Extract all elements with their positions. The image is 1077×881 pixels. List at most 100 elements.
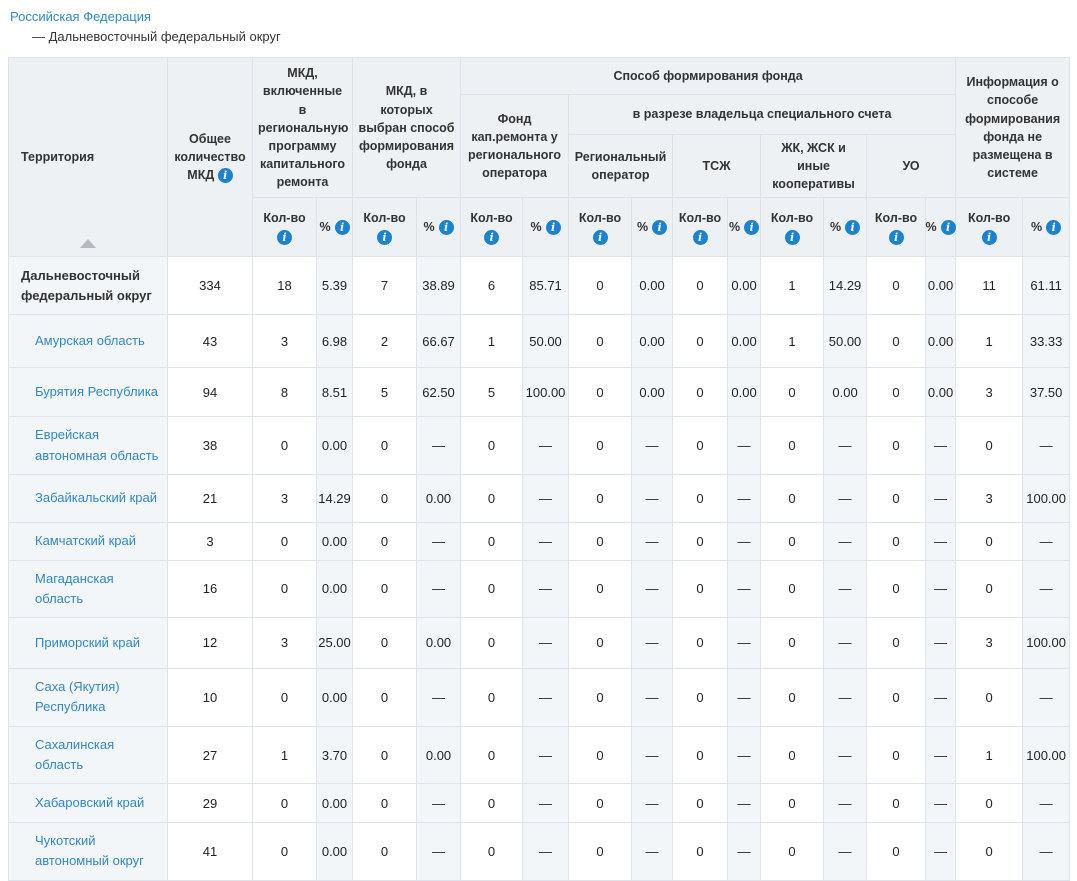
value-cell: 0.00 bbox=[315, 416, 354, 475]
value-cell: 0 bbox=[252, 822, 317, 881]
value-cell: — bbox=[925, 559, 957, 618]
value-cell: 0.00 bbox=[631, 314, 674, 369]
value-cell: 1 bbox=[252, 725, 317, 785]
value-cell: — bbox=[925, 616, 957, 669]
value-cell: 0 bbox=[672, 667, 729, 727]
value-cell: 21 bbox=[167, 473, 253, 523]
value-cell: 0 bbox=[955, 822, 1024, 881]
info-icon[interactable] bbox=[784, 230, 800, 246]
table-body: Дальневосточный федеральный округ 334 18 5.… bbox=[8, 256, 1071, 881]
program-group-label: МКД, включенные в региональную программу… bbox=[258, 66, 349, 189]
region-link[interactable]: Магаданская область bbox=[35, 570, 114, 606]
qty-header: Кол-во bbox=[760, 197, 825, 258]
sort-asc-icon[interactable] bbox=[80, 239, 96, 249]
value-cell: 0.00 bbox=[315, 822, 354, 881]
qty-label: Кол-во bbox=[363, 211, 406, 226]
pct-header: % bbox=[631, 197, 674, 258]
value-cell: — bbox=[823, 521, 868, 561]
value-cell: 94 bbox=[167, 367, 253, 418]
region-link[interactable]: Бурятия Республика bbox=[35, 384, 159, 400]
value-cell: 0 bbox=[252, 667, 317, 727]
value-cell: 0 bbox=[672, 559, 729, 618]
value-cell: — bbox=[823, 559, 868, 618]
info-icon[interactable] bbox=[592, 230, 608, 246]
info-icon[interactable] bbox=[981, 230, 997, 246]
value-cell: — bbox=[522, 667, 570, 727]
value-cell: 3 bbox=[252, 616, 317, 669]
value-cell: 43 bbox=[167, 314, 253, 369]
info-icon[interactable] bbox=[377, 230, 393, 246]
info-icon[interactable] bbox=[438, 219, 454, 235]
district-label: Дальневосточный федеральный округ bbox=[21, 267, 152, 303]
info-icon[interactable] bbox=[652, 219, 668, 235]
value-cell: 85.71 bbox=[522, 256, 570, 316]
region-cell: Саха (Якутия) Республика bbox=[8, 667, 168, 727]
value-cell: — bbox=[727, 416, 762, 475]
value-cell: — bbox=[631, 725, 674, 785]
info-icon[interactable] bbox=[1046, 219, 1062, 235]
value-cell: — bbox=[727, 822, 762, 881]
qty-label: Кол-во bbox=[470, 211, 513, 226]
qty-header: Кол-во bbox=[568, 197, 633, 258]
region-link[interactable]: Саха (Якутия) Республика bbox=[35, 679, 120, 715]
value-cell: — bbox=[727, 616, 762, 669]
value-cell: 100.00 bbox=[1022, 616, 1071, 669]
value-cell: 0 bbox=[955, 521, 1024, 561]
value-cell: — bbox=[727, 667, 762, 727]
region-link[interactable]: Забайкальский край bbox=[35, 490, 158, 506]
info-icon[interactable] bbox=[940, 219, 956, 235]
qty-header: Кол-во bbox=[955, 197, 1024, 258]
value-cell: 3 bbox=[167, 521, 253, 561]
info-icon[interactable] bbox=[484, 230, 500, 246]
qty-header: Кол-во bbox=[866, 197, 927, 258]
value-cell: — bbox=[1022, 416, 1071, 475]
value-cell: 0.00 bbox=[727, 314, 762, 369]
regional-fund-label: Фонд кап.ремонта у регионального операто… bbox=[467, 111, 562, 181]
value-cell: — bbox=[925, 725, 957, 785]
region-cell: Приморский край bbox=[8, 616, 168, 669]
region-link[interactable]: Чукотский автономный округ bbox=[35, 833, 144, 869]
value-cell: 0 bbox=[568, 314, 633, 369]
value-cell: — bbox=[522, 559, 570, 618]
breadcrumb-root-link[interactable]: Российская Федерация bbox=[10, 9, 152, 24]
info-icon[interactable] bbox=[217, 168, 233, 184]
value-cell: 0 bbox=[760, 416, 825, 475]
value-cell: 0 bbox=[252, 416, 317, 475]
info-icon[interactable] bbox=[744, 219, 760, 235]
region-link[interactable]: Амурская область bbox=[35, 333, 145, 349]
info-icon[interactable] bbox=[277, 230, 292, 246]
regions-table: Территория Общее количество МКД МКД, вкл… bbox=[8, 56, 1071, 881]
value-cell: 0 bbox=[460, 616, 524, 669]
value-cell: 61.11 bbox=[1022, 256, 1071, 316]
value-cell: 2 bbox=[352, 314, 418, 369]
info-icon[interactable] bbox=[545, 219, 561, 235]
region-link[interactable]: Еврейская автономная область bbox=[35, 427, 159, 463]
info-icon[interactable] bbox=[334, 219, 350, 235]
info-icon[interactable] bbox=[845, 219, 861, 235]
region-cell: Хабаровский край bbox=[8, 783, 168, 824]
table-row: Камчатский край 3 0 0.00 0—0—0—0—0—0—0— bbox=[8, 521, 1071, 561]
value-cell: — bbox=[631, 521, 674, 561]
value-cell: 3 bbox=[955, 473, 1024, 523]
value-cell: 0 bbox=[252, 521, 317, 561]
tsj-label: ТСЖ bbox=[702, 159, 731, 174]
value-cell: 0 bbox=[760, 822, 825, 881]
value-cell: — bbox=[1022, 667, 1071, 727]
region-link[interactable]: Хабаровский край bbox=[35, 795, 145, 811]
value-cell: 0 bbox=[568, 473, 633, 523]
region-cell: Забайкальский край bbox=[8, 473, 168, 523]
value-cell: — bbox=[727, 473, 762, 523]
info-icon[interactable] bbox=[692, 230, 708, 246]
info-icon[interactable] bbox=[888, 230, 904, 246]
region-link[interactable]: Камчатский край bbox=[35, 533, 136, 549]
value-cell: 0 bbox=[568, 559, 633, 618]
value-cell: 1 bbox=[760, 256, 825, 316]
region-link[interactable]: Сахалинская область bbox=[35, 736, 115, 773]
value-cell: 0 bbox=[672, 783, 729, 824]
value-cell: 0 bbox=[866, 367, 927, 418]
value-cell: 0 bbox=[760, 725, 825, 785]
region-link[interactable]: Приморский край bbox=[35, 634, 140, 650]
value-cell: — bbox=[925, 473, 957, 523]
qty-label: Кол-во bbox=[968, 211, 1011, 226]
qty-label: Кол-во bbox=[263, 211, 306, 226]
